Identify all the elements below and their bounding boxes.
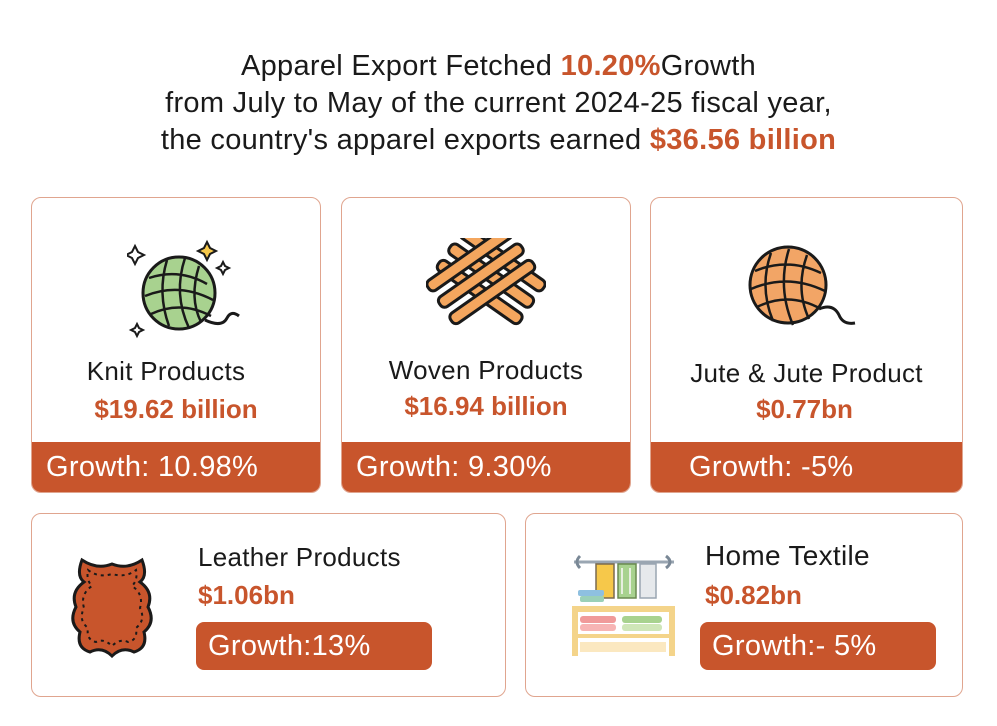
card-value: $1.06bn — [198, 580, 295, 610]
headline-text: Apparel Export Fetched — [240, 50, 561, 82]
card-value: $19.62 billion — [94, 394, 258, 424]
woven-products-card: Woven Products $16.94 billion Growth: 9.… — [341, 197, 631, 493]
headline-line-3: the country's apparel exports earned $36… — [0, 122, 997, 159]
leather-hide-icon — [71, 557, 153, 659]
knit-products-card: Knit Products $19.62 billion Growth: 10.… — [31, 197, 321, 493]
growth-pill: Growth:- 5% — [700, 622, 936, 670]
growth-pill: Growth:13% — [196, 622, 432, 670]
headline-growth-highlight: 10.20% — [560, 50, 661, 82]
card-title: Woven Products — [388, 355, 584, 385]
card-value: $0.82bn — [705, 580, 802, 610]
headline-text: Growth — [660, 50, 757, 82]
headline-line-1: Apparel Export Fetched 10.20%Growth — [0, 48, 997, 85]
growth-bar: Growth: -5% — [651, 442, 962, 492]
leather-products-card: Leather Products $1.06bn Growth:13% — [31, 513, 506, 697]
yarn-ball-icon — [127, 239, 240, 339]
jute-ball-icon — [748, 245, 856, 326]
headline-total-highlight: $36.56 billion — [649, 124, 837, 156]
headline-line-2: from July to May of the current 2024-25 … — [165, 87, 832, 119]
card-title: Home Textile — [705, 540, 870, 571]
card-title: Jute & Jute Product — [690, 358, 923, 388]
growth-bar: Growth: 9.30% — [342, 442, 630, 492]
headline: Apparel Export Fetched 10.20%Growth from… — [0, 48, 997, 159]
growth-bar: Growth: 10.98% — [32, 442, 320, 492]
headline-text: the country's apparel exports earned — [160, 124, 650, 156]
textile-rack-icon — [572, 554, 675, 656]
woven-fabric-icon — [426, 238, 546, 326]
card-title: Leather Products — [198, 542, 401, 572]
card-value: $0.77bn — [756, 394, 853, 424]
jute-products-card: Jute & Jute Product $0.77bn Growth: -5% — [650, 197, 963, 493]
card-value: $16.94 billion — [404, 391, 568, 421]
home-textile-card: Home Textile $0.82bn Growth:- 5% — [525, 513, 963, 697]
card-title: Knit Products — [86, 356, 246, 386]
